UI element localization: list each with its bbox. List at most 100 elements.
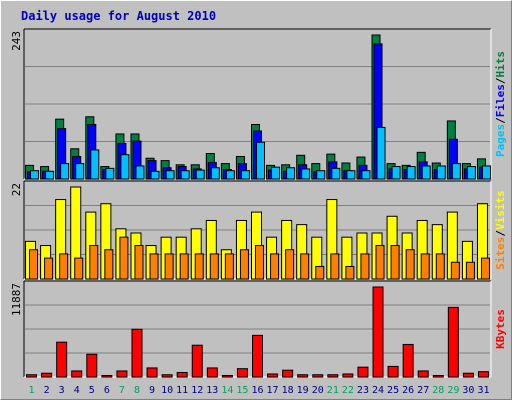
bar-pages-7	[120, 154, 130, 180]
bar-sites-30	[465, 261, 475, 280]
day-label-14: 14	[221, 385, 233, 396]
bar-kbytes-21	[327, 374, 339, 378]
day-label-28: 28	[432, 385, 444, 396]
bar-kbytes-11	[176, 371, 188, 378]
day-label-18: 18	[282, 385, 294, 396]
day-label-19: 19	[297, 385, 309, 396]
bar-kbytes-30	[462, 372, 474, 378]
bar-pages-14	[225, 170, 235, 180]
bar-sites-6	[104, 249, 114, 280]
bar-kbytes-15	[236, 368, 248, 378]
bar-kbytes-26	[402, 343, 414, 378]
day-label-25: 25	[387, 385, 399, 396]
bar-kbytes-29	[447, 306, 459, 378]
bar-kbytes-31	[477, 371, 489, 378]
day-label-3: 3	[59, 385, 65, 396]
day-label-21: 21	[327, 385, 339, 396]
day-label-30: 30	[462, 385, 474, 396]
bar-kbytes-28	[432, 374, 444, 378]
bar-pages-21	[331, 167, 341, 180]
bar-sites-2	[44, 257, 54, 280]
bar-sites-16	[255, 245, 264, 280]
bar-sites-10	[164, 253, 174, 280]
day-label-12: 12	[191, 385, 203, 396]
chart-title: Daily usage for August 2010	[21, 9, 216, 23]
bar-pages-19	[301, 168, 311, 180]
day-label-4: 4	[74, 385, 80, 396]
panel-middle-ymax-label: 22	[10, 183, 23, 196]
legend-separator: /	[494, 77, 507, 84]
bar-sites-12	[194, 253, 204, 280]
day-label-9: 9	[149, 385, 155, 396]
day-label-13: 13	[206, 385, 218, 396]
bar-pages-31	[481, 165, 491, 180]
panel-bottom-legend: KBytes	[494, 309, 507, 349]
bar-sites-13	[209, 253, 219, 280]
day-label-20: 20	[312, 385, 324, 396]
bar-sites-21	[330, 253, 340, 280]
bar-sites-3	[59, 253, 69, 280]
bar-pages-4	[75, 163, 85, 180]
day-label-15: 15	[236, 385, 248, 396]
bar-pages-24	[376, 126, 386, 180]
day-label-10: 10	[161, 385, 173, 396]
bar-pages-5	[90, 149, 100, 180]
bar-kbytes-4	[71, 370, 83, 378]
legend-separator: /	[494, 117, 507, 124]
bar-kbytes-24	[372, 286, 384, 378]
bar-pages-17	[271, 166, 281, 180]
bar-pages-25	[391, 166, 401, 180]
bar-sites-25	[390, 245, 400, 280]
bar-sites-28	[435, 253, 445, 280]
panel-top-legend: Pages/Files/Hits	[494, 51, 507, 157]
day-label-7: 7	[119, 385, 125, 396]
day-label-8: 8	[134, 385, 140, 396]
day-label-23: 23	[357, 385, 369, 396]
bar-kbytes-12	[191, 344, 203, 378]
bar-kbytes-17	[267, 373, 279, 378]
bar-kbytes-5	[86, 353, 98, 378]
bar-kbytes-8	[131, 328, 143, 378]
bar-pages-2	[45, 170, 55, 180]
bar-sites-8	[134, 245, 144, 280]
bar-kbytes-16	[252, 334, 263, 378]
legend-visits: Visits	[494, 190, 507, 230]
bar-pages-3	[60, 163, 70, 180]
bar-sites-19	[300, 253, 310, 280]
bar-kbytes-20	[312, 374, 324, 378]
bar-pages-16	[256, 141, 265, 180]
legend-separator: /	[494, 230, 507, 237]
day-label-26: 26	[402, 385, 414, 396]
bar-kbytes-19	[297, 374, 309, 378]
bar-sites-5	[89, 245, 99, 280]
bar-kbytes-14	[221, 374, 233, 378]
bar-kbytes-25	[387, 365, 399, 378]
bar-pages-26	[406, 166, 416, 180]
bar-pages-15	[240, 170, 250, 180]
day-label-5: 5	[89, 385, 95, 396]
bar-sites-15	[239, 249, 249, 280]
day-label-22: 22	[342, 385, 354, 396]
bar-pages-11	[180, 170, 190, 180]
bar-pages-20	[316, 170, 326, 180]
bar-sites-1	[29, 249, 39, 280]
bar-sites-18	[285, 249, 295, 280]
day-label-11: 11	[176, 385, 188, 396]
bar-sites-17	[270, 253, 280, 280]
bar-pages-30	[466, 166, 476, 180]
bar-pages-29	[451, 163, 461, 180]
bar-pages-27	[421, 165, 431, 180]
day-label-27: 27	[417, 385, 429, 396]
bar-pages-12	[195, 169, 205, 180]
bar-kbytes-22	[342, 373, 354, 378]
bar-pages-6	[105, 167, 115, 180]
panel-middle-legend: Sites/Visits	[494, 190, 507, 270]
legend-sites: Sites	[494, 237, 507, 270]
panel-top-ymax-label: 243	[10, 31, 23, 51]
bar-kbytes-6	[101, 374, 113, 378]
bar-kbytes-10	[161, 374, 173, 378]
legend-files: Files	[494, 84, 507, 117]
bar-kbytes-13	[206, 367, 218, 378]
bar-pages-8	[135, 165, 145, 180]
